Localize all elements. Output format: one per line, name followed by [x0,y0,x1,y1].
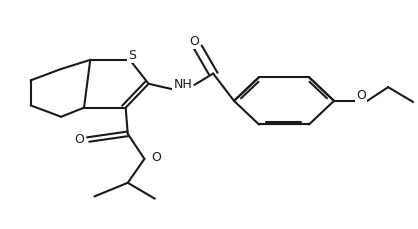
Text: S: S [128,49,136,62]
Text: NH: NH [173,78,192,91]
Text: O: O [189,35,199,48]
Text: O: O [151,151,161,164]
Text: O: O [74,133,84,146]
Text: O: O [356,89,366,102]
